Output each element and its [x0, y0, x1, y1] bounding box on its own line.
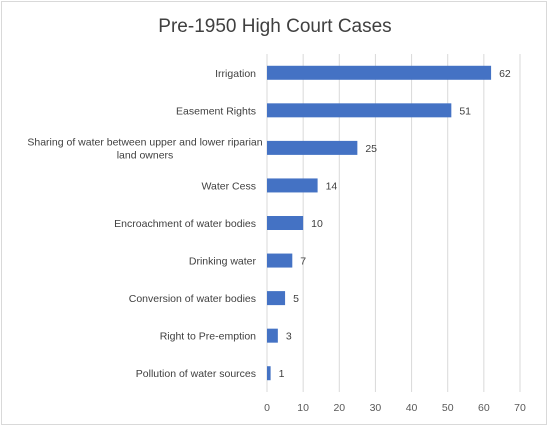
- category-label-line: Pollution of water sources: [136, 368, 256, 380]
- data-label: 3: [286, 331, 292, 343]
- data-label: 7: [300, 256, 306, 268]
- data-label: 5: [293, 293, 299, 305]
- bar: [267, 291, 286, 306]
- bar: [267, 140, 358, 155]
- x-tick-label: 40: [406, 402, 418, 414]
- bar: [267, 178, 318, 193]
- data-label: 51: [459, 105, 471, 117]
- data-label: 10: [311, 218, 323, 230]
- category-label-line: Irrigation: [215, 68, 256, 80]
- category-label-line: Encroachment of water bodies: [114, 218, 256, 230]
- value-labels: 62 51 25 14 10 7 5 3 1: [279, 68, 511, 380]
- category-label-line: land owners: [117, 149, 174, 161]
- bar: [267, 65, 492, 80]
- x-tick-label: 60: [478, 402, 490, 414]
- x-tick-label: 20: [333, 402, 345, 414]
- data-label: 25: [365, 143, 377, 155]
- category-label-line: Easement Rights: [176, 105, 256, 117]
- x-axis-ticks: 0 10 20 30 40 50 60 70: [264, 402, 526, 414]
- x-tick-label: 50: [442, 402, 454, 414]
- x-tick-label: 30: [370, 402, 382, 414]
- data-label: 62: [499, 68, 511, 80]
- category-label-line: Drinking water: [189, 256, 257, 268]
- category-labels: Irrigation Easement Rights Sharing of wate…: [27, 68, 262, 380]
- category-label: Drinking water: [189, 256, 257, 268]
- chart-title: Pre-1950 High Court Cases: [158, 16, 392, 37]
- category-label: Conversion of water bodies: [129, 293, 256, 305]
- bar: [267, 216, 304, 230]
- category-label-line: Right to Pre-emption: [160, 331, 256, 343]
- x-tick-label: 0: [264, 402, 270, 414]
- category-label: Water Cess: [202, 180, 256, 192]
- data-label: 14: [326, 180, 338, 192]
- x-tick-label: 10: [297, 402, 309, 414]
- category-label-line: Water Cess: [202, 180, 256, 192]
- category-label: Encroachment of water bodies: [114, 218, 256, 230]
- category-label-line: Sharing of water between upper and lower…: [27, 136, 262, 148]
- bar: [267, 328, 278, 343]
- category-label-line: Conversion of water bodies: [129, 293, 256, 305]
- category-label: Easement Rights: [176, 105, 256, 117]
- category-label: Right to Pre-emption: [160, 331, 256, 343]
- category-label: Irrigation: [215, 68, 256, 80]
- bar: [267, 253, 293, 268]
- bar: [267, 103, 452, 118]
- bar: [267, 366, 271, 381]
- category-label: Pollution of water sources: [136, 368, 256, 380]
- bars: [267, 65, 492, 381]
- x-tick-label: 70: [514, 402, 526, 414]
- data-label: 1: [279, 368, 285, 380]
- category-label: Sharing of water between upper and lower…: [27, 136, 262, 161]
